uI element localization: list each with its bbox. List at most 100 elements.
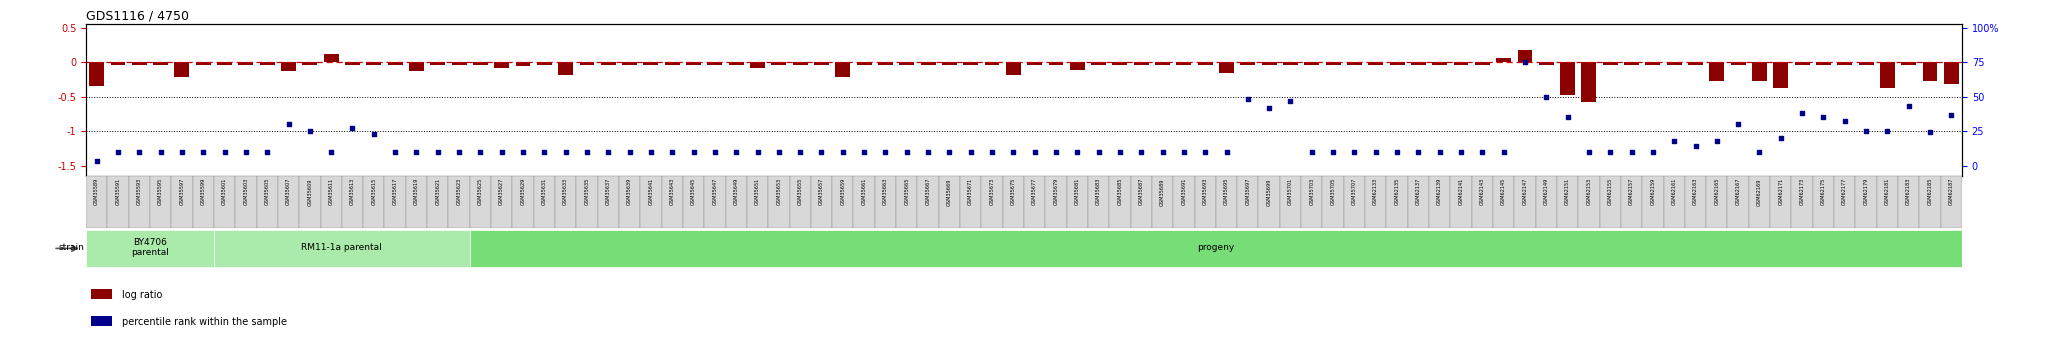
Bar [256, 176, 279, 228]
Bar [516, 62, 530, 66]
Bar [1624, 62, 1638, 65]
Text: GSM62133: GSM62133 [1374, 178, 1378, 205]
Point [1296, 149, 1329, 155]
Point [358, 131, 391, 137]
Text: GSM35591: GSM35591 [115, 178, 121, 205]
Text: GSM35629: GSM35629 [520, 178, 526, 205]
Bar [1368, 62, 1382, 65]
Bar [1391, 62, 1405, 65]
Point [1679, 144, 1712, 149]
Text: GSM35621: GSM35621 [436, 178, 440, 205]
Point [1872, 128, 1905, 134]
Point [848, 149, 881, 155]
Text: GSM35697: GSM35697 [1245, 178, 1251, 205]
Point [1253, 105, 1286, 110]
Point [678, 149, 711, 155]
Bar [1923, 62, 1937, 81]
Point [1231, 97, 1264, 102]
Bar [1155, 62, 1169, 65]
Bar [1386, 176, 1407, 228]
Point [229, 149, 262, 155]
Bar [1135, 62, 1149, 65]
Bar [1497, 58, 1511, 62]
Bar [1110, 176, 1130, 228]
Bar [469, 176, 492, 228]
Point [399, 149, 432, 155]
Bar [362, 176, 385, 228]
Bar [768, 176, 788, 228]
Bar [86, 230, 213, 267]
Bar [1812, 176, 1835, 228]
Bar [1898, 176, 1919, 228]
Point [1188, 149, 1221, 155]
Bar [856, 62, 872, 65]
Text: BY4706
parental: BY4706 parental [131, 238, 168, 257]
Bar [1257, 176, 1280, 228]
Point [719, 149, 752, 155]
Text: GSM35619: GSM35619 [414, 178, 420, 205]
Text: GSM35639: GSM35639 [627, 178, 633, 205]
Text: GSM35705: GSM35705 [1331, 178, 1335, 205]
Bar [641, 176, 662, 228]
Bar [1407, 176, 1430, 228]
Point [1550, 115, 1583, 120]
Bar [1581, 62, 1595, 102]
Text: GSM62147: GSM62147 [1522, 178, 1528, 205]
Text: GSM35683: GSM35683 [1096, 178, 1102, 205]
Text: GSM35669: GSM35669 [946, 178, 952, 206]
Point [1380, 149, 1413, 155]
Text: GSM62155: GSM62155 [1608, 178, 1612, 205]
Bar [1561, 62, 1575, 95]
Text: GSM35687: GSM35687 [1139, 178, 1143, 205]
Point [1765, 135, 1798, 141]
Text: GSM35635: GSM35635 [584, 178, 590, 205]
Bar [1300, 176, 1323, 228]
Text: GSM35605: GSM35605 [264, 178, 270, 205]
Text: GSM35631: GSM35631 [543, 178, 547, 205]
Point [1913, 130, 1946, 135]
Bar [279, 176, 299, 228]
Point [485, 149, 518, 155]
Bar [1087, 176, 1110, 228]
Text: GSM62151: GSM62151 [1565, 178, 1571, 205]
Text: GSM62173: GSM62173 [1800, 178, 1804, 205]
Bar [1518, 50, 1532, 62]
Bar [1794, 62, 1810, 65]
Text: GSM62143: GSM62143 [1481, 178, 1485, 205]
Text: GSM35617: GSM35617 [393, 178, 397, 205]
Point [379, 149, 412, 155]
Bar [1024, 176, 1044, 228]
Text: GSM62175: GSM62175 [1821, 178, 1827, 205]
Bar [1792, 176, 1812, 228]
Bar [428, 176, 449, 228]
Bar [92, 289, 113, 299]
Text: GSM35615: GSM35615 [371, 178, 377, 205]
Text: progeny: progeny [1198, 243, 1235, 252]
Bar [1726, 176, 1749, 228]
Bar [197, 62, 211, 65]
Bar [1241, 62, 1255, 65]
Text: GSM35613: GSM35613 [350, 178, 354, 205]
Text: GSM35671: GSM35671 [969, 178, 973, 205]
Bar [492, 176, 512, 228]
Bar [213, 230, 469, 267]
Point [1892, 104, 1925, 109]
Point [592, 149, 625, 155]
Text: GSM35651: GSM35651 [756, 178, 760, 205]
Bar [1280, 176, 1300, 228]
Bar [811, 176, 831, 228]
Bar [707, 62, 723, 65]
Bar [1837, 62, 1851, 65]
Bar [1432, 62, 1448, 65]
Text: GSM62153: GSM62153 [1587, 178, 1591, 205]
Bar [90, 62, 104, 86]
Text: GSM62165: GSM62165 [1714, 178, 1720, 205]
Text: GSM35643: GSM35643 [670, 178, 674, 205]
Bar [172, 176, 193, 228]
Text: percentile rank within the sample: percentile rank within the sample [123, 317, 287, 327]
Bar [1323, 176, 1343, 228]
Text: RM11-1a parental: RM11-1a parental [301, 243, 383, 252]
Point [1167, 149, 1200, 155]
Point [166, 149, 199, 155]
Point [1700, 138, 1733, 144]
